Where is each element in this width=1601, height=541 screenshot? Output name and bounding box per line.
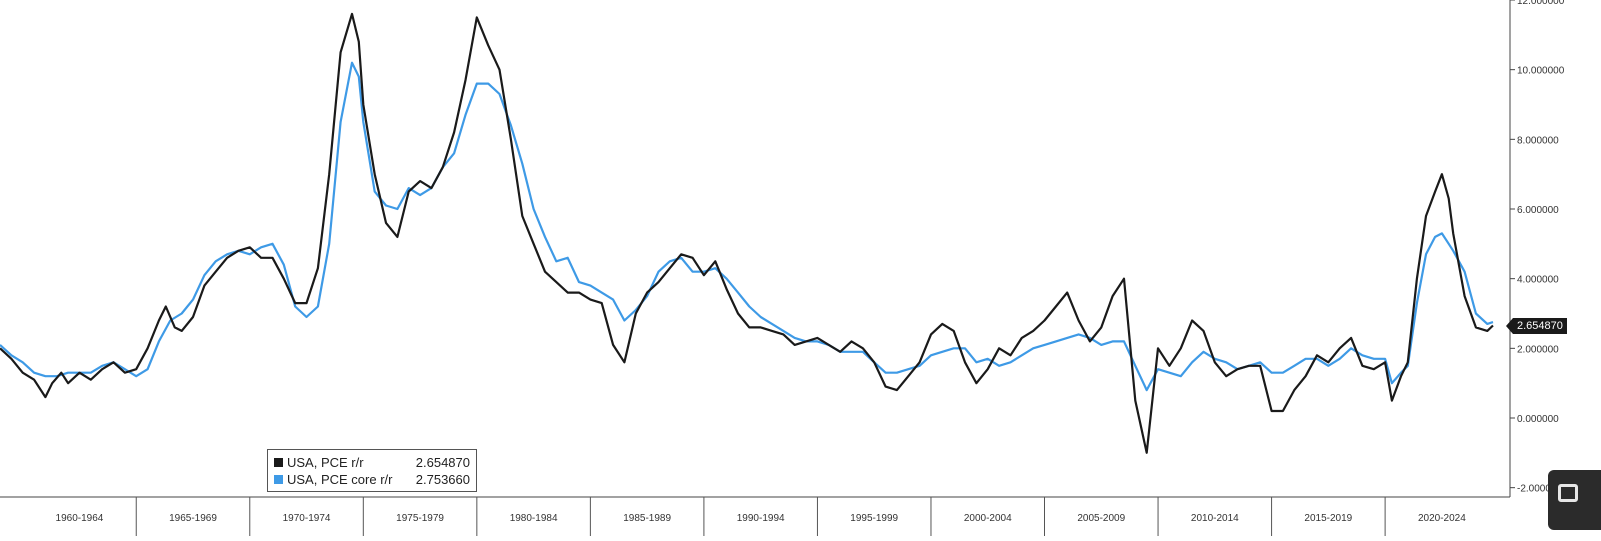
x-tick-label: 1995-1999: [850, 513, 898, 524]
x-tick-label: 2005-2009: [1077, 513, 1125, 524]
chart-options-button[interactable]: [1548, 470, 1601, 530]
y-tick-label: 4.000000: [1517, 275, 1559, 286]
x-tick-label: 2015-2019: [1304, 513, 1352, 524]
y-tick-label: 6.000000: [1517, 205, 1559, 216]
series-line-0: [0, 12, 1494, 454]
x-tick-label: 1970-1974: [283, 513, 331, 524]
y-tick-label: 2.000000: [1517, 344, 1559, 355]
plot-area: [0, 12, 1494, 454]
x-tick-label: 2000-2004: [964, 513, 1012, 524]
y-tick-label: 10.000000: [1517, 66, 1565, 77]
legend-label-pce-core: USA, PCE core r/r: [287, 472, 393, 487]
x-tick-label: 1980-1984: [510, 513, 558, 524]
legend-swatch-pce-core: [274, 475, 283, 484]
legend: USA, PCE r/r 2.654870 USA, PCE core r/r …: [267, 449, 477, 492]
y-tick-label: 8.000000: [1517, 135, 1559, 146]
x-tick-label: 1960-1964: [56, 513, 104, 524]
x-tick-label: 2010-2014: [1191, 513, 1239, 524]
x-tick-label: 1985-1989: [623, 513, 671, 524]
window-icon: [1558, 484, 1578, 502]
legend-label-pce: USA, PCE r/r: [287, 455, 364, 470]
legend-swatch-pce: [274, 458, 283, 467]
x-tick-label: 1975-1979: [396, 513, 444, 524]
x-tick-label: 1990-1994: [737, 513, 785, 524]
legend-value-pce-core: 2.753660: [415, 472, 470, 487]
x-axis: 1960-1964 1965-1969 1970-1974 1975-1979 1980…: [0, 496, 1510, 536]
y-axis: -2.000000 0.000000 2.000000 4.000000 6.00000…: [1509, 0, 1565, 497]
legend-item-pce-core: USA, PCE core r/r 2.753660: [274, 471, 470, 488]
legend-item-pce: USA, PCE r/r 2.654870: [274, 454, 470, 471]
y-tick-label: 0.000000: [1517, 414, 1559, 425]
x-tick-label: 1965-1969: [169, 513, 217, 524]
legend-value-pce: 2.654870: [415, 455, 470, 470]
y-tick-label: -2.000000: [1517, 484, 1562, 495]
series-line-1: [0, 61, 1494, 392]
last-value-tag: 2.654870: [1506, 318, 1567, 334]
x-tick-label: 2020-2024: [1418, 513, 1466, 524]
y-tick-label: 12.000000: [1517, 0, 1565, 7]
